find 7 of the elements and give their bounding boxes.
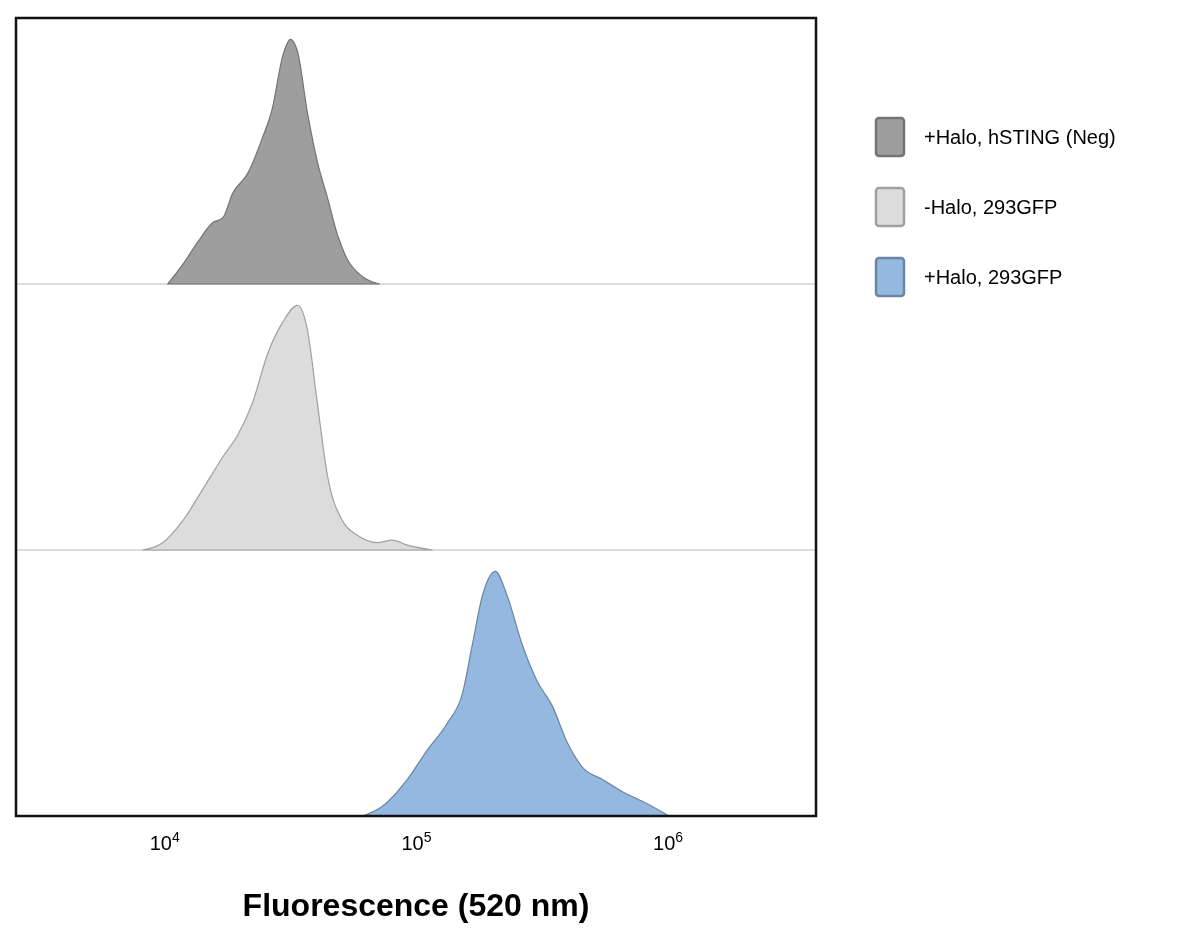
x-axis-title: Fluorescence (520 nm) xyxy=(242,887,590,923)
x-tick-label: 10$^{5}$ xyxy=(401,829,432,854)
legend-label: +Halo, 293GFP xyxy=(924,266,1063,288)
x-tick-label: 10$^{6}$ xyxy=(653,829,684,854)
legend-label: +Halo, hSTING (Neg) xyxy=(924,126,1116,148)
x-tick-label: 10$^{4}$ xyxy=(149,829,180,854)
legend-label: -Halo, 293GFP xyxy=(924,196,1058,218)
